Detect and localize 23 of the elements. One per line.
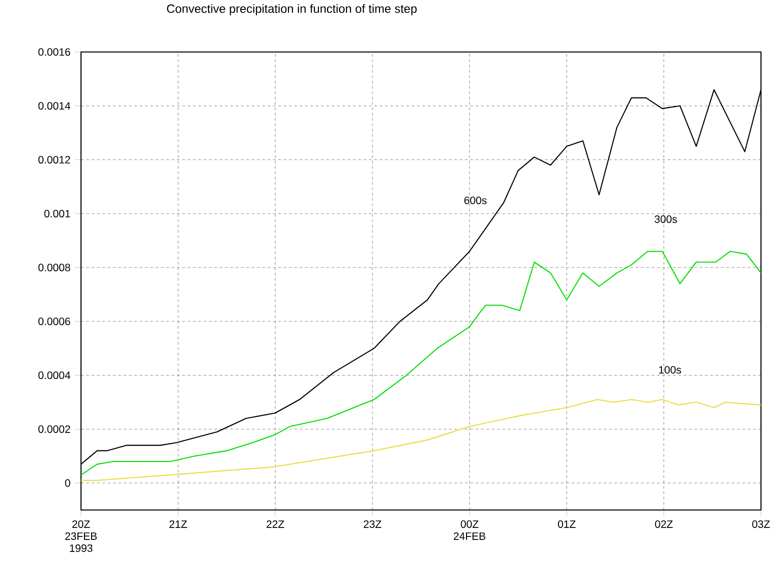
x-tick-label: 02Z [655, 520, 673, 528]
text: 100s [659, 366, 682, 374]
x-tick-label: 03Z [752, 520, 770, 528]
x-tick-label: 23Z [364, 520, 382, 528]
x-tick-label: 22Z [266, 520, 284, 528]
series-label: 600s [464, 196, 487, 204]
text: 300s [654, 215, 677, 223]
y-tick-label: 0.0006 [38, 318, 70, 326]
y-tick-label: 0.001 [44, 210, 70, 218]
y-tick-label: 0.0002 [38, 425, 70, 433]
x-tick-label: 20Z 23FEB 1993 [65, 520, 97, 552]
x-tick-label: 01Z [558, 520, 576, 528]
x-tick-label: 00Z 24FEB [454, 520, 486, 540]
y-tick-label: 0 [65, 479, 70, 487]
y-tick-label: 0.0012 [38, 156, 70, 164]
y-tick-label: 0.0014 [38, 102, 70, 110]
chart-title: Convective precipitation in function of time step [167, 4, 417, 16]
y-tick-label: 0.0004 [38, 372, 70, 380]
x-tick-label: 21Z [170, 520, 188, 528]
y-tick-label: 0.0016 [38, 48, 70, 56]
line-series [81, 250, 761, 476]
line-series [81, 398, 761, 481]
y-tick-label: 0.0008 [38, 264, 70, 272]
